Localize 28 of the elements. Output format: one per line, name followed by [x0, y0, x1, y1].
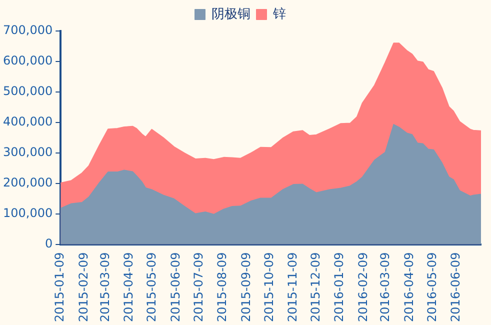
y-tick-label: 600,000	[3, 54, 53, 68]
x-tick-label: 2016-06-09	[448, 252, 463, 322]
y-tick-label: 200,000	[3, 175, 53, 190]
x-tick-label: 2016-04-09	[402, 252, 416, 322]
x-tick-label: 2015-05-09	[144, 252, 159, 322]
y-tick-label: 100,000	[3, 206, 53, 220]
x-tick-label: 2015-12-09	[308, 252, 322, 322]
x-tick-label: 2016-03-09	[378, 252, 392, 322]
x-tick-label: 2015-09-09	[238, 252, 253, 322]
legend-label: 锌	[272, 6, 286, 22]
x-tick-label: 2015-04-09	[122, 252, 136, 322]
x-tick-label: 2015-10-09	[262, 252, 276, 322]
x-tick-label: 2016-01-09	[332, 252, 346, 322]
x-tick-label: 2015-08-09	[215, 252, 230, 322]
x-tick-label: 2015-03-09	[98, 252, 112, 322]
y-tick-label: 300,000	[3, 144, 53, 159]
y-tick-label: 500,000	[3, 84, 53, 98]
x-tick-label: 2015-02-09	[76, 252, 90, 322]
y-tick-label: 0	[44, 236, 53, 250]
x-tick-label: 2016-05-09	[424, 252, 439, 322]
y-tick-label: 400,000	[3, 114, 53, 129]
x-tick-label: 2015-06-09	[168, 252, 182, 322]
x-tick-label: 2016-02-09	[356, 252, 370, 322]
y-tick-label: 700,000	[3, 23, 53, 38]
legend-label: 阴极铜	[212, 6, 250, 22]
x-tick-label: 2015-01-09	[52, 252, 67, 322]
x-tick-label: 2015-07-09	[191, 252, 206, 322]
x-tick-label: 2015-11-09	[286, 252, 300, 322]
